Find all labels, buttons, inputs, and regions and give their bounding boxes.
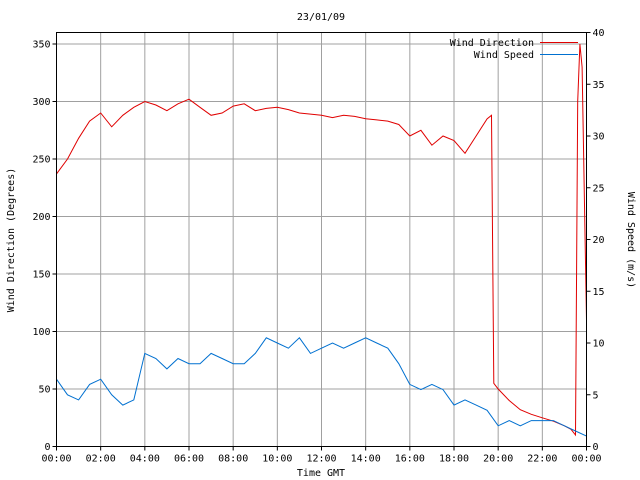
chart-title: 23/01/09 — [297, 12, 345, 23]
y2-tick-label: 0 — [593, 442, 599, 453]
legend-label-wind-speed: Wind Speed — [474, 50, 534, 61]
x-tick-label: 10:00 — [262, 454, 292, 465]
axis-ticks — [52, 32, 591, 451]
grid-lines — [56, 32, 587, 447]
x-tick-label: 04:00 — [130, 454, 160, 465]
series-line-wind-direction — [56, 43, 587, 437]
y2-tick-label: 30 — [593, 132, 605, 143]
y2-tick-label: 20 — [593, 235, 605, 246]
x-tick-label: 12:00 — [306, 454, 336, 465]
x-tick-label: 00:00 — [571, 454, 601, 465]
y2-tick-label: 5 — [593, 390, 599, 401]
y-tick-label: 350 — [32, 40, 50, 51]
y2-tick-label: 35 — [593, 80, 605, 91]
x-tick-label: 16:00 — [395, 454, 425, 465]
y2-axis-label: Wind Speed (m/s) — [625, 192, 636, 288]
y-tick-label: 200 — [32, 212, 50, 223]
y2-tick-label: 25 — [593, 183, 605, 194]
y2-tick-label: 40 — [593, 28, 605, 39]
series-line-wind-speed — [56, 337, 587, 437]
y2-tick-label: 10 — [593, 339, 605, 350]
y-tick-label: 250 — [32, 155, 50, 166]
y-tick-label: 50 — [38, 385, 50, 396]
y-axis-label: Wind Direction (Degrees) — [6, 168, 17, 313]
x-tick-label: 22:00 — [527, 454, 557, 465]
legend: Wind Direction Wind Speed — [450, 38, 578, 61]
x-tick-label: 18:00 — [439, 454, 469, 465]
x-tick-label: 20:00 — [483, 454, 513, 465]
series-layer — [56, 43, 587, 437]
legend-label-wind-direction: Wind Direction — [450, 38, 534, 49]
x-tick-label: 14:00 — [351, 454, 381, 465]
y2-tick-label: 15 — [593, 287, 605, 298]
x-tick-label: 00:00 — [41, 454, 71, 465]
x-tick-label: 08:00 — [218, 454, 248, 465]
y-tick-label: 300 — [32, 97, 50, 108]
x-axis-label: Time GMT — [297, 468, 345, 479]
y-tick-label: 100 — [32, 327, 50, 338]
y-tick-label: 150 — [32, 270, 50, 281]
x-tick-label: 02:00 — [86, 454, 116, 465]
x-tick-label: 06:00 — [174, 454, 204, 465]
y-tick-label: 0 — [44, 442, 50, 453]
